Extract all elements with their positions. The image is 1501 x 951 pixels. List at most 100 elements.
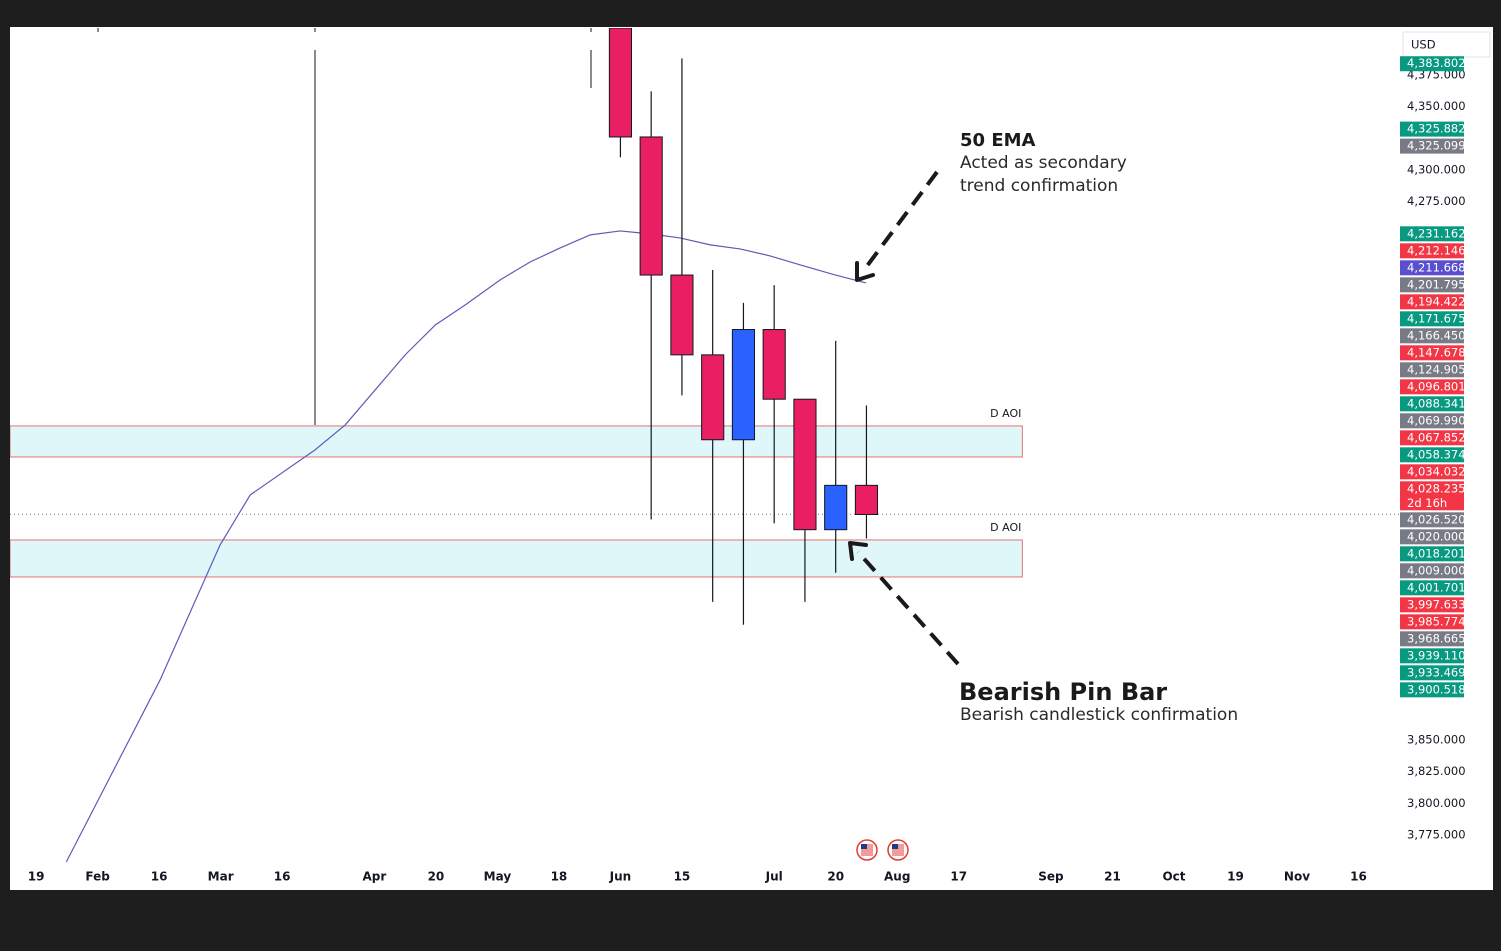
candle-body	[854, 484, 879, 515]
price-tag	[1400, 682, 1464, 698]
price-tag	[1400, 563, 1464, 579]
y-tick-label: 4,275.000	[1407, 194, 1466, 208]
price-tag	[1400, 396, 1464, 412]
price-tag	[1400, 243, 1464, 259]
zones: D AOI D AOI	[10, 407, 1023, 578]
axes: 19 Feb 16 Mar 16 Apr 20 May 18 Jun 15 Jul 20 Aug 17 Sep…	[28, 67, 1466, 883]
price-tag-label: 4,166.450	[1407, 328, 1466, 342]
x-tick-label: 19	[1227, 870, 1244, 884]
price-tag-label: 4,026.520	[1407, 512, 1466, 526]
currency-label: USD	[1411, 38, 1436, 52]
price-tag	[1400, 648, 1464, 664]
annotation-text: trend confirmation	[960, 176, 1118, 196]
price-tag	[1400, 631, 1464, 647]
price-tag-label: 4,147.678	[1407, 345, 1466, 359]
price-tag-label: 4,001.701	[1407, 580, 1466, 594]
candle-body	[793, 398, 817, 531]
price-tag-label: 4,383.802	[1407, 56, 1466, 70]
price-tag-label: 3,997.633	[1407, 597, 1466, 611]
x-tick-label: 16	[1350, 870, 1367, 884]
price-tag-label: 4,325.099	[1407, 139, 1466, 153]
price-tag	[1400, 362, 1464, 378]
price-tag-label: 4,018.201	[1407, 546, 1466, 560]
x-tick-label: Jun	[609, 870, 632, 884]
x-tick-label: Sep	[1038, 870, 1064, 884]
y-tick-label: 3,850.000	[1407, 732, 1466, 746]
x-tick-label: 19	[28, 870, 45, 884]
x-tick-label: Jul	[765, 870, 783, 884]
x-tick-label: 16	[151, 870, 168, 884]
x-tick-label: May	[484, 870, 512, 884]
candle-body	[731, 329, 756, 441]
price-tag-label: 4,028.235	[1407, 481, 1466, 495]
price-tag	[1400, 464, 1464, 480]
price-tag	[1400, 277, 1464, 293]
price-tag	[1400, 260, 1464, 276]
chart-background	[10, 27, 1493, 890]
annotation-text: Bearish candlestick confirmation	[960, 705, 1238, 725]
arrow-line	[862, 170, 939, 272]
arrow-line	[856, 550, 960, 666]
aoi-zone	[10, 539, 1023, 578]
price-tag-label: 4,088.341	[1407, 396, 1466, 410]
x-tick-label: Nov	[1284, 870, 1310, 884]
price-tag	[1400, 294, 1464, 310]
price-tag-label: 3,900.518	[1407, 682, 1466, 696]
price-tag-label: 4,069.990	[1407, 413, 1466, 427]
x-tick-label: Feb	[85, 870, 110, 884]
y-tick-label: 3,800.000	[1407, 796, 1466, 810]
price-tag	[1400, 546, 1464, 562]
aoi-zone	[10, 425, 1023, 458]
price-tag-label: 4,212.146	[1407, 243, 1466, 257]
zone-label: D AOI	[990, 521, 1021, 534]
x-tick-label: Apr	[363, 870, 387, 884]
price-tag	[1400, 447, 1464, 463]
zone-label: D AOI	[990, 407, 1021, 420]
price-tag-label: 4,096.801	[1407, 379, 1466, 393]
arrow-head	[855, 261, 875, 282]
x-tick-label: Mar	[208, 870, 234, 884]
price-tag	[1400, 597, 1464, 613]
price-tag-label: 4,067.852	[1407, 430, 1466, 444]
currency-box[interactable]	[1402, 31, 1491, 58]
price-tag-label: 4,009.000	[1407, 563, 1466, 577]
price-tag	[1400, 614, 1464, 630]
event-icon[interactable]	[887, 839, 909, 861]
y-tick-label: 4,350.000	[1407, 99, 1466, 113]
price-tag-label: 3,985.774	[1407, 614, 1466, 628]
ema-line	[65, 230, 867, 863]
price-tag-label: 4,211.668	[1407, 260, 1466, 274]
x-tick-label: Aug	[884, 870, 910, 884]
x-tick-label: Oct	[1162, 870, 1185, 884]
x-tick-label: 15	[674, 870, 691, 884]
price-tag-label: 4,034.032	[1407, 464, 1466, 478]
price-tag	[1400, 481, 1464, 511]
price-tag	[1400, 138, 1464, 154]
price-tag	[1400, 226, 1464, 242]
price-tag	[1400, 328, 1464, 344]
candle-body	[608, 28, 633, 138]
y-tick-label: 3,825.000	[1407, 764, 1466, 778]
annotation-text: Acted as secondary	[960, 153, 1127, 173]
price-tag-label: 4,231.162	[1407, 226, 1466, 240]
price-tag	[1400, 580, 1464, 596]
annotation-title: 50 EMA	[960, 130, 1036, 151]
x-tick-label: 17	[950, 870, 967, 884]
countdown-label: 2d 16h	[1407, 496, 1447, 510]
candle-body	[701, 354, 725, 441]
price-tag-label: 3,933.469	[1407, 665, 1466, 679]
price-tag	[1400, 56, 1464, 72]
event-icon[interactable]	[856, 839, 878, 861]
x-tick-label: 21	[1104, 870, 1121, 884]
price-tag-label: 4,171.675	[1407, 311, 1466, 325]
x-tick-label: 20	[428, 870, 445, 884]
y-tick-label: 4,300.000	[1407, 162, 1466, 176]
x-tick-label: 20	[827, 870, 844, 884]
price-tag	[1400, 311, 1464, 327]
price-tag	[1400, 413, 1464, 429]
drawings	[97, 28, 592, 425]
price-tag	[1400, 430, 1464, 446]
price-tag	[1400, 121, 1464, 137]
price-tag-label: 4,020.000	[1407, 529, 1466, 543]
